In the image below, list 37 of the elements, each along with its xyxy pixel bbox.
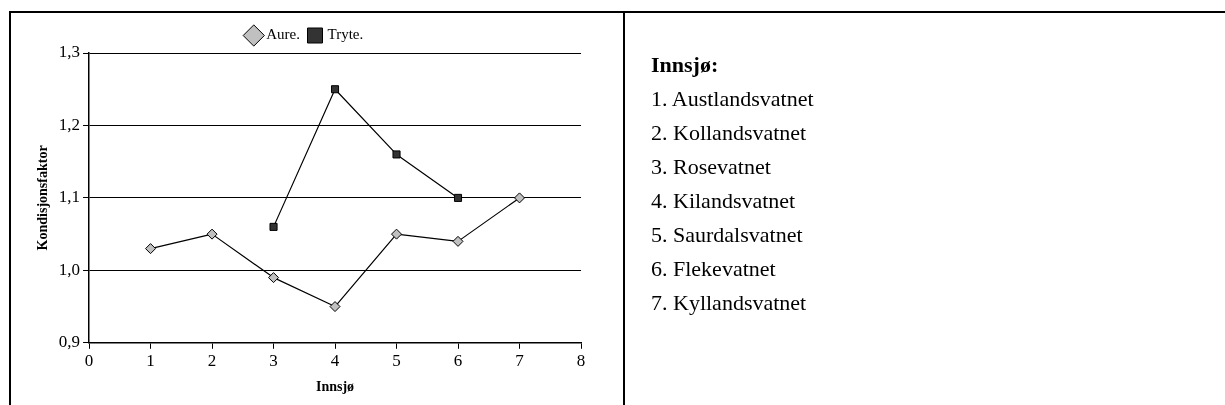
x-tick-label: 8: [576, 351, 586, 371]
y-tick-label: 1,1: [58, 187, 81, 207]
point: [453, 193, 463, 202]
text: Innsjø:: [651, 51, 720, 79]
y-axis-title: Kondisjonsfaktor: [35, 145, 51, 251]
text: 5. Saurdalsvatnet: [651, 221, 804, 249]
x-tick-label: 0: [84, 351, 94, 371]
text: 7. Kyllandsvatnet: [651, 289, 808, 317]
point: [269, 222, 278, 231]
y-tick-label: 1,2: [58, 114, 81, 134]
text: 3. Rosevatnet: [651, 153, 772, 181]
y-tick-label: 0,9: [58, 332, 81, 352]
x-tick-label: 6: [453, 351, 463, 371]
x-tick-label: 3: [269, 351, 278, 371]
text: 4. Kilandsvatnet: [651, 187, 797, 215]
point: [391, 228, 403, 240]
x-axis-title: Innsjø: [315, 379, 355, 395]
point: [392, 150, 401, 159]
point: [145, 243, 157, 255]
point: [452, 235, 464, 247]
legend-label: Aure.: [266, 26, 301, 43]
text: 1. Austlandsvatnet: [651, 85, 814, 113]
point: [330, 85, 340, 94]
text: 6. Flekevatnet: [651, 255, 777, 283]
x-tick-label: 4: [330, 351, 340, 371]
point: [514, 192, 526, 204]
point: [329, 301, 341, 313]
x-tick-label: 7: [515, 351, 525, 371]
y-tick-label: 1,3: [58, 42, 81, 62]
legend-label: Tryte.: [327, 26, 364, 43]
x-tick-label: 1: [146, 351, 155, 371]
y-tick-label: 1,0: [58, 259, 81, 279]
x-tick-label: 5: [392, 351, 401, 371]
text: 2. Kollandsvatnet: [651, 119, 808, 147]
point: [206, 228, 218, 240]
x-tick-label: 2: [207, 351, 217, 371]
point: [268, 272, 280, 284]
